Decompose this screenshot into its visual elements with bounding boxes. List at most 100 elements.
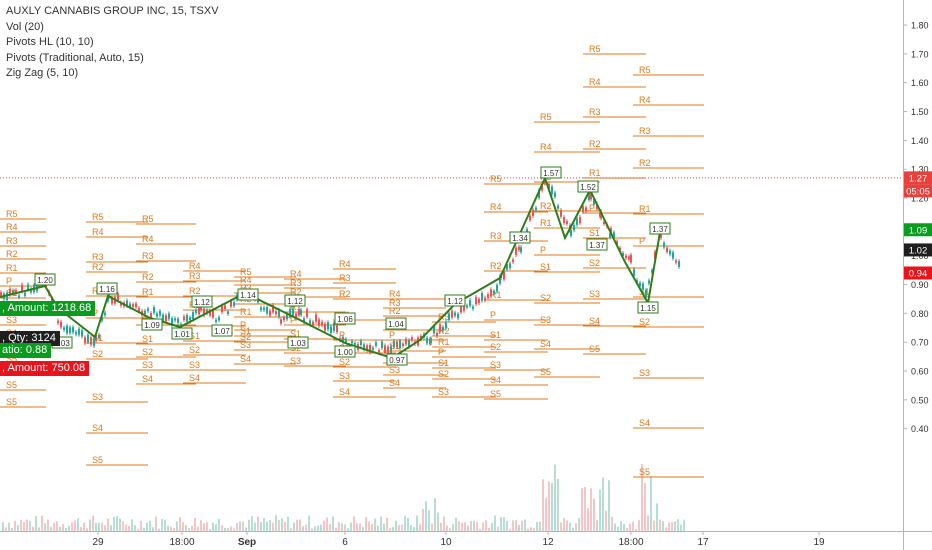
pivot-label: R2 bbox=[142, 272, 154, 282]
candle-body bbox=[318, 319, 320, 327]
pivot-label: S3 bbox=[6, 315, 17, 325]
volume-bar bbox=[590, 488, 592, 531]
volume-bar bbox=[371, 524, 373, 531]
volume-bar bbox=[479, 528, 481, 531]
volume-bar bbox=[167, 525, 169, 531]
candle-body bbox=[660, 234, 662, 238]
volume-bar bbox=[365, 517, 367, 531]
candle-body bbox=[535, 207, 537, 211]
volume-bar bbox=[47, 519, 49, 531]
volume-bar bbox=[641, 464, 643, 531]
candle-body bbox=[162, 314, 164, 322]
volume-bar bbox=[620, 520, 622, 531]
volume-bar bbox=[404, 516, 406, 531]
pivot-label: R1 bbox=[639, 204, 651, 214]
volume-bar bbox=[533, 528, 535, 531]
candle-body bbox=[21, 284, 23, 292]
volume-bar bbox=[449, 528, 451, 531]
zigzag-value-label: 1.37 bbox=[586, 238, 608, 251]
pivot-label: S4 bbox=[589, 316, 600, 326]
candle-body bbox=[616, 241, 618, 246]
candle-body bbox=[227, 311, 229, 315]
candle-body bbox=[360, 340, 362, 345]
volume-bar bbox=[215, 524, 217, 531]
volume-bar bbox=[617, 526, 619, 531]
candle-body bbox=[195, 310, 197, 314]
candle-body bbox=[272, 305, 274, 313]
volume-bar bbox=[362, 527, 364, 531]
zigzag-label-box bbox=[385, 317, 407, 330]
zigzag-label-text: 1.37 bbox=[652, 225, 668, 234]
pivot-label: R2 bbox=[540, 201, 552, 211]
zigzag-value-label: 1.52 bbox=[577, 180, 599, 193]
volume-bar bbox=[50, 526, 52, 531]
candle-body bbox=[324, 323, 326, 331]
legend-volume[interactable]: Vol (20) bbox=[6, 20, 44, 33]
pivot-label: S3 bbox=[92, 392, 103, 402]
pivot-label: R1 bbox=[589, 168, 601, 178]
volume-bar bbox=[53, 522, 55, 531]
volume-bar bbox=[92, 515, 94, 531]
candle-body bbox=[233, 302, 235, 306]
candle-body bbox=[156, 313, 158, 317]
candle-body bbox=[81, 330, 83, 337]
zigzag-value-label: 1.06 bbox=[334, 312, 356, 325]
candle-body bbox=[666, 247, 668, 252]
volume-bar bbox=[26, 519, 28, 531]
volume-bar bbox=[407, 517, 409, 531]
candle-body bbox=[12, 290, 14, 295]
volume-bar bbox=[476, 522, 478, 531]
volume-bar bbox=[488, 527, 490, 531]
candle-body bbox=[147, 308, 149, 312]
pivot-label: R1 bbox=[438, 337, 450, 347]
candle-body bbox=[168, 313, 170, 320]
candle-body bbox=[60, 321, 62, 328]
candle-body bbox=[174, 318, 176, 321]
candle-body bbox=[57, 320, 59, 324]
zigzag-value-label: 1.57 bbox=[540, 166, 562, 179]
volume-bar bbox=[140, 520, 142, 531]
candle-body bbox=[330, 326, 332, 334]
candle-body bbox=[460, 305, 462, 313]
zigzag-value-label: 1.00 bbox=[334, 345, 356, 358]
candle-body bbox=[566, 221, 568, 224]
candle-body bbox=[466, 305, 468, 308]
candle-body bbox=[78, 328, 80, 335]
pivot-label: R5 bbox=[639, 65, 651, 75]
candle-body bbox=[0, 292, 2, 297]
candle-body bbox=[306, 309, 308, 317]
pivot-label: R2 bbox=[639, 158, 651, 168]
zigzag-value-label: 1.12 bbox=[191, 295, 213, 308]
volume-bar bbox=[287, 516, 289, 531]
candle-body bbox=[430, 338, 432, 344]
candle-body bbox=[538, 190, 540, 198]
candle-body bbox=[378, 350, 380, 353]
candle-body bbox=[269, 310, 271, 316]
volume-bar bbox=[218, 518, 220, 531]
legend-pivots-hl[interactable]: Pivots HL (10, 10) bbox=[6, 36, 94, 48]
price-badge-text: 1.09 bbox=[909, 225, 928, 236]
volume-bar bbox=[338, 522, 340, 531]
volume-bar bbox=[227, 527, 229, 531]
zigzag-value-label: 1.37 bbox=[649, 222, 671, 235]
candle-body bbox=[399, 340, 401, 349]
candle-body bbox=[610, 228, 612, 233]
zigzag-label-box bbox=[637, 301, 659, 314]
volume-bar bbox=[392, 527, 394, 531]
volume-bar bbox=[548, 481, 550, 531]
candle-body bbox=[393, 340, 395, 348]
x-tick-label: Sep bbox=[238, 537, 256, 548]
volume-bar bbox=[416, 515, 418, 531]
legend-zigzag[interactable]: Zig Zag (5, 10) bbox=[6, 67, 79, 79]
pivot-label: R1 bbox=[6, 263, 18, 273]
volume-bar bbox=[596, 520, 598, 531]
volume-bar bbox=[512, 520, 514, 531]
candle-body bbox=[292, 308, 294, 316]
pivot-label: R4 bbox=[6, 222, 18, 232]
legend-pivots-traditional[interactable]: Pivots (Traditional, Auto, 15) bbox=[6, 51, 144, 64]
volume-bar bbox=[194, 517, 196, 531]
candle-body bbox=[503, 271, 505, 280]
pivot-label: P bbox=[240, 320, 246, 330]
volume-bar bbox=[527, 528, 529, 531]
